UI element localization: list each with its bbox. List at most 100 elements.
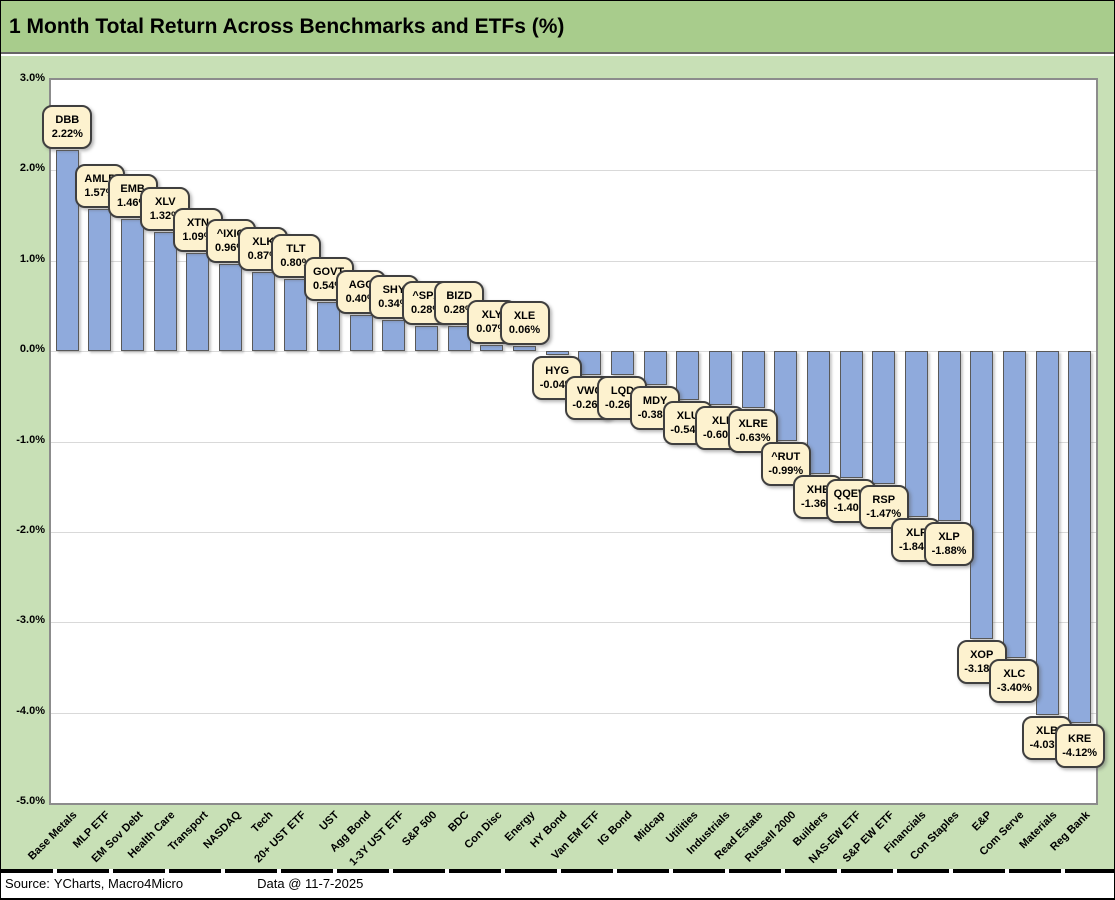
callout-ticker: LQD	[610, 384, 635, 397]
data-date-stamp: Data @ 11-7-2025	[257, 876, 364, 891]
bar	[153, 231, 177, 352]
footer-top-border	[1, 869, 1114, 873]
source-value: YCharts, Macro4Micro	[53, 876, 184, 891]
callout-ticker: XTN	[186, 216, 209, 229]
bar	[806, 351, 830, 475]
plot-area: DBB 2.22% AMLP 1.57% EMB 1.46% XLV 1.32% XTN 1.09…	[42, 78, 1105, 805]
y-tick-label: 3.0%	[19, 72, 45, 84]
callout-ticker: KRE	[1068, 733, 1092, 746]
bar	[643, 351, 667, 386]
data-callout: XLP -1.88%	[924, 522, 975, 567]
callout-ticker: XLY	[481, 308, 503, 321]
callout-value: -3.40%	[996, 682, 1032, 695]
bar	[676, 351, 700, 400]
gridline	[51, 351, 1096, 353]
y-tick-label: -2.0%	[16, 523, 45, 536]
data-callout: XLC -3.40%	[989, 659, 1040, 704]
bar	[839, 351, 863, 478]
y-tick-label: 0.0%	[19, 343, 45, 356]
gridline	[51, 531, 1096, 533]
callout-ticker: ^SPX	[412, 289, 441, 302]
y-tick-label: 2.0%	[19, 162, 45, 175]
callout-ticker: TLT	[286, 242, 306, 255]
callout-ticker: EMB	[120, 183, 145, 196]
y-tick-label: -3.0%	[16, 614, 45, 627]
callout-ticker: XLV	[155, 195, 176, 208]
callout-ticker: XLRE	[738, 418, 768, 431]
callout-ticker: XLE	[513, 309, 536, 322]
y-tick-label: 1.0%	[19, 252, 45, 265]
callout-ticker: HYG	[545, 364, 570, 377]
bar	[904, 351, 928, 518]
callout-value: -1.47%	[866, 507, 902, 520]
callout-value: -1.88%	[931, 545, 967, 558]
bar	[480, 344, 504, 352]
bar	[55, 150, 79, 352]
callout-ticker: SHY	[382, 284, 406, 297]
bar	[349, 314, 373, 352]
data-callout: KRE -4.12%	[1054, 724, 1105, 769]
data-callout: ^RUT -0.99%	[760, 441, 811, 486]
gridline	[51, 622, 1096, 624]
footer-bottom-border	[1, 898, 1114, 899]
bar	[186, 252, 210, 352]
callout-ticker: BIZD	[446, 289, 473, 302]
bar	[415, 325, 439, 352]
gridline	[51, 712, 1096, 714]
data-callout: XLE 0.06%	[499, 300, 550, 345]
callout-ticker: XHB	[806, 484, 831, 497]
callout-value: -0.63%	[735, 432, 771, 445]
bar	[937, 351, 961, 522]
bar	[1002, 351, 1026, 659]
callout-ticker: AGG	[348, 278, 374, 291]
bar	[610, 351, 634, 375]
callout-ticker: MDY	[642, 395, 668, 408]
callout-ticker: XLB	[1036, 725, 1059, 738]
bar	[88, 209, 112, 352]
bar	[1035, 351, 1059, 716]
callout-ticker: ^IXIC	[216, 228, 245, 241]
gridline	[51, 441, 1096, 443]
bar	[513, 345, 537, 352]
bar	[741, 351, 765, 409]
callout-ticker: DBB	[55, 114, 80, 127]
callout-value: -4.12%	[1062, 747, 1098, 760]
source-label: Source:	[5, 876, 50, 891]
callout-ticker: VWO	[576, 384, 603, 397]
bar	[284, 278, 308, 352]
callout-ticker: XLI	[711, 415, 730, 428]
callout-value: -0.99%	[768, 464, 804, 477]
data-callout: DBB 2.22%	[42, 105, 93, 150]
bar	[774, 351, 798, 441]
bar	[382, 320, 406, 352]
y-tick-label: -4.0%	[16, 704, 45, 717]
callout-value: 2.22%	[51, 128, 83, 141]
data-callout: ^IXIC 0.96%	[205, 219, 256, 264]
callout-ticker: XLP	[938, 531, 960, 544]
bar	[121, 219, 145, 352]
source-footer: Source: YCharts, Macro4Micro Data @ 11-7…	[1, 869, 1114, 899]
callout-ticker: XOP	[970, 648, 994, 661]
data-callout: TLT 0.80%	[270, 233, 321, 278]
gridline	[51, 260, 1096, 262]
bar	[970, 351, 994, 639]
callout-ticker: XLK	[252, 236, 275, 249]
bar	[872, 351, 896, 484]
callout-value: 0.06%	[508, 323, 541, 336]
bar	[251, 272, 275, 352]
bar	[708, 351, 732, 406]
callout-ticker: ^RUT	[771, 450, 801, 463]
bar	[1068, 351, 1092, 724]
callout-ticker: XLF	[906, 527, 927, 540]
chart-title-bar: 1 Month Total Return Across Benchmarks a…	[1, 1, 1114, 54]
bar	[545, 351, 569, 355]
bar	[317, 302, 341, 352]
callout-ticker: RSP	[872, 493, 896, 506]
gridline	[51, 170, 1096, 172]
callout-ticker: XLU	[676, 409, 699, 422]
bar	[219, 264, 243, 352]
chart-title: 1 Month Total Return Across Benchmarks a…	[9, 14, 565, 38]
callout-ticker: XLC	[1003, 668, 1026, 681]
y-tick-label: -5.0%	[16, 795, 45, 807]
